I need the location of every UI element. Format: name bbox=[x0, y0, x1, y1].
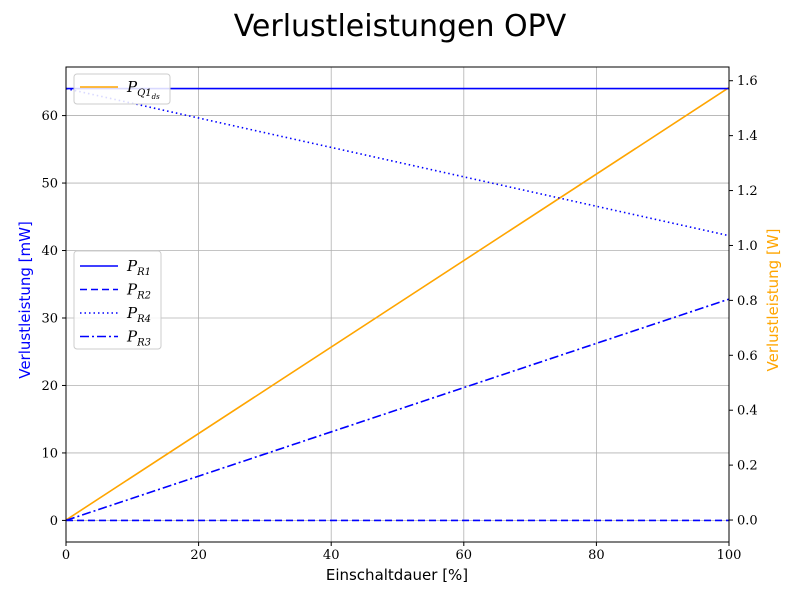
legend-label: PR4 bbox=[126, 304, 151, 325]
legend-box bbox=[73, 250, 162, 350]
x-axis-label: Einschaltdauer [%] bbox=[326, 566, 468, 584]
legend-label: PR2 bbox=[126, 281, 151, 302]
left-y-tick-label: 30 bbox=[41, 311, 58, 326]
left-y-axis-label: Verlustleistung [mW] bbox=[16, 221, 34, 379]
right-y-tick-label: 1.2 bbox=[737, 184, 758, 199]
legend-label: PR3 bbox=[126, 328, 151, 349]
plot-frame bbox=[65, 66, 730, 543]
left-y-tick-label: 0 bbox=[50, 514, 58, 529]
right-y-tick-label: 1.6 bbox=[737, 74, 758, 89]
x-tick-label: 100 bbox=[717, 548, 742, 563]
right-y-axis-label: Verlustleistung [W] bbox=[764, 229, 782, 372]
left-y-axis-ticks: 0 10 20 30 40 50 60 bbox=[41, 109, 66, 529]
chart-title: Verlustleistungen OPV bbox=[234, 9, 567, 44]
right-y-tick-label: 0.8 bbox=[737, 294, 758, 309]
x-tick-label: 0 bbox=[62, 548, 70, 563]
left-y-tick-label: 10 bbox=[41, 446, 58, 461]
left-y-tick-label: 40 bbox=[41, 244, 58, 259]
right-y-tick-label: 1.4 bbox=[737, 129, 758, 144]
x-tick-label: 20 bbox=[190, 548, 207, 563]
x-tick-label: 40 bbox=[323, 548, 340, 563]
legend-label: PQ1ds bbox=[126, 78, 160, 101]
right-y-tick-label: 0.6 bbox=[737, 349, 758, 364]
plot-lines bbox=[65, 86, 730, 522]
right-y-axis-ticks: 0.0 0.2 0.4 0.6 0.8 1.0 1.2 1.4 1.6 bbox=[729, 74, 758, 529]
right-y-tick-label: 0.0 bbox=[737, 514, 758, 529]
x-tick-label: 80 bbox=[588, 548, 605, 563]
x-axis-ticks: 0 20 40 60 80 100 bbox=[62, 542, 742, 563]
right-y-tick-label: 0.2 bbox=[737, 459, 758, 474]
legend-label: PR1 bbox=[126, 257, 151, 278]
left-y-tick-label: 60 bbox=[41, 109, 58, 124]
series-line-p-r3 bbox=[65, 298, 730, 522]
right-y-tick-label: 0.4 bbox=[737, 404, 758, 419]
legend-box bbox=[73, 73, 171, 105]
series-line-p-q1ds bbox=[65, 86, 730, 521]
series-line-p-r4 bbox=[65, 87, 730, 237]
left-y-tick-label: 50 bbox=[41, 177, 58, 192]
x-tick-label: 60 bbox=[456, 548, 473, 563]
left-y-tick-label: 20 bbox=[41, 379, 58, 394]
legend-right: PQ1ds bbox=[73, 73, 171, 105]
right-y-tick-label: 1.0 bbox=[737, 239, 758, 254]
